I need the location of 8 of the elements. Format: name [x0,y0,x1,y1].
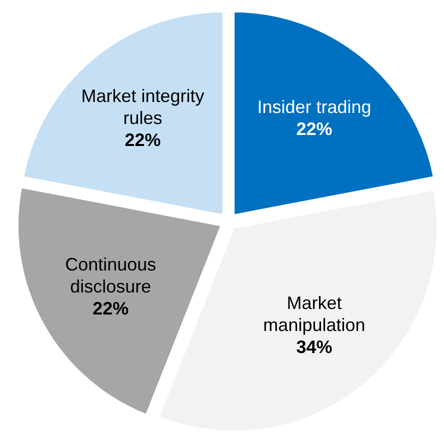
data-label: 22% [296,118,332,139]
slice-label: Market manipulation [263,293,366,336]
slice-label: Market integrity rules [81,86,204,128]
data-label: 22% [92,298,129,318]
data-label: 22% [124,130,161,150]
slice-label: Continuous disclosure [65,254,156,296]
data-label: 34% [296,337,332,358]
slice-label: Insider trading [257,96,372,117]
